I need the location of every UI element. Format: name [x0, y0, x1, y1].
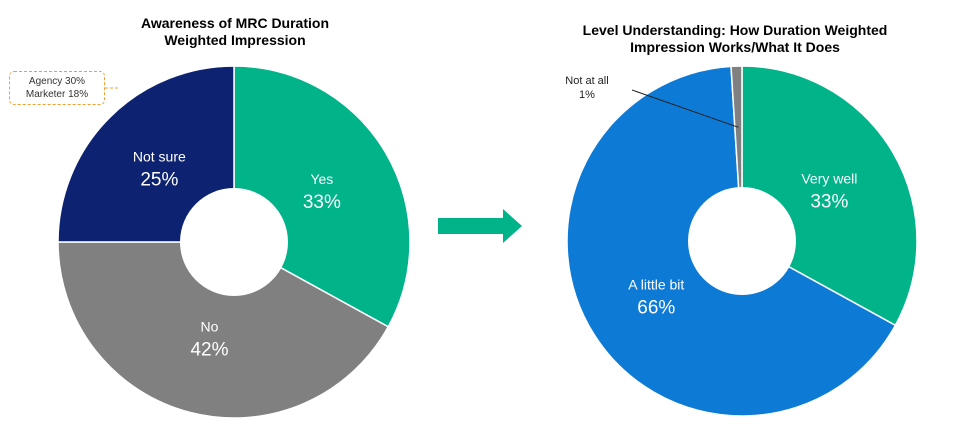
callout-line-agency: Agency 30%	[28, 76, 86, 87]
slice-value-very-well: 33%	[810, 191, 848, 212]
slice-no	[57, 241, 390, 419]
not-at-all-value: 1%	[579, 89, 595, 101]
donut-hole-0	[180, 188, 288, 296]
slice-value-no: 42%	[190, 339, 228, 360]
not-at-all-name: Not at all	[565, 75, 609, 87]
slice-label-yes: Yes	[310, 171, 333, 187]
slice-label-a-little-bit: A little bit	[628, 276, 684, 292]
leader-line-not-at-all	[631, 89, 739, 128]
right-chart-title: Level Understanding: How Duration Weight…	[582, 22, 888, 55]
slice-label-no: No	[201, 318, 219, 334]
not-at-all-label: Not at all 1%	[560, 74, 614, 102]
slice-value-a-little-bit: 66%	[637, 297, 675, 318]
right-arrow-icon	[438, 209, 522, 243]
not-sure-breakdown-callout: Agency 30% Marketer 18%	[9, 71, 105, 105]
slice-not-sure	[57, 65, 235, 243]
slice-label-not-sure: Not sure	[133, 148, 186, 164]
donut-hole-1	[688, 187, 796, 295]
callout-line-marketer: Marketer 18%	[25, 89, 89, 100]
slice-value-yes: 33%	[303, 192, 341, 213]
left-chart-title: Awareness of MRC Duration Weighted Impre…	[141, 15, 329, 48]
slice-label-very-well: Very well	[801, 170, 857, 186]
slice-value-not-sure: 25%	[140, 169, 178, 190]
